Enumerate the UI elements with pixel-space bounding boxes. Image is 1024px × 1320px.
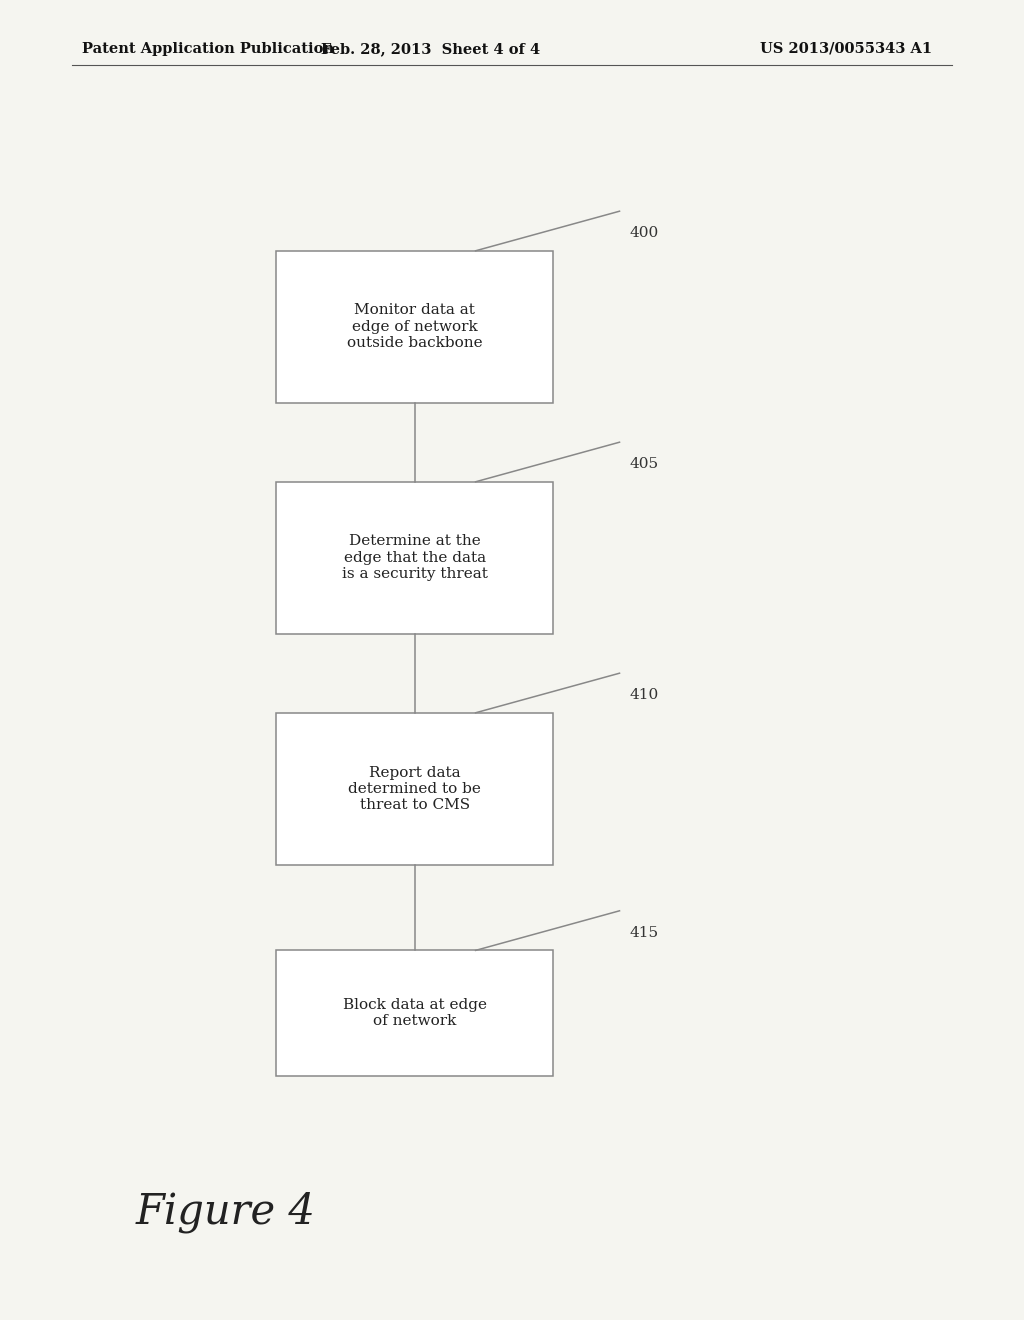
Text: 400: 400 (630, 226, 659, 240)
Text: US 2013/0055343 A1: US 2013/0055343 A1 (760, 42, 932, 55)
Bar (276, 251, 553, 403)
Bar (276, 482, 553, 634)
Bar (276, 950, 553, 1076)
Text: 410: 410 (630, 688, 659, 702)
Text: Determine at the
edge that the data
is a security threat: Determine at the edge that the data is a… (342, 535, 487, 581)
Text: Feb. 28, 2013  Sheet 4 of 4: Feb. 28, 2013 Sheet 4 of 4 (321, 42, 540, 55)
Text: Patent Application Publication: Patent Application Publication (82, 42, 334, 55)
Text: Report data
determined to be
threat to CMS: Report data determined to be threat to C… (348, 766, 481, 812)
Text: Monitor data at
edge of network
outside backbone: Monitor data at edge of network outside … (347, 304, 482, 350)
Text: Block data at edge
of network: Block data at edge of network (343, 998, 486, 1028)
Text: 405: 405 (630, 457, 658, 471)
Text: 415: 415 (630, 925, 658, 940)
Bar (276, 713, 553, 865)
Text: Figure 4: Figure 4 (135, 1191, 315, 1233)
